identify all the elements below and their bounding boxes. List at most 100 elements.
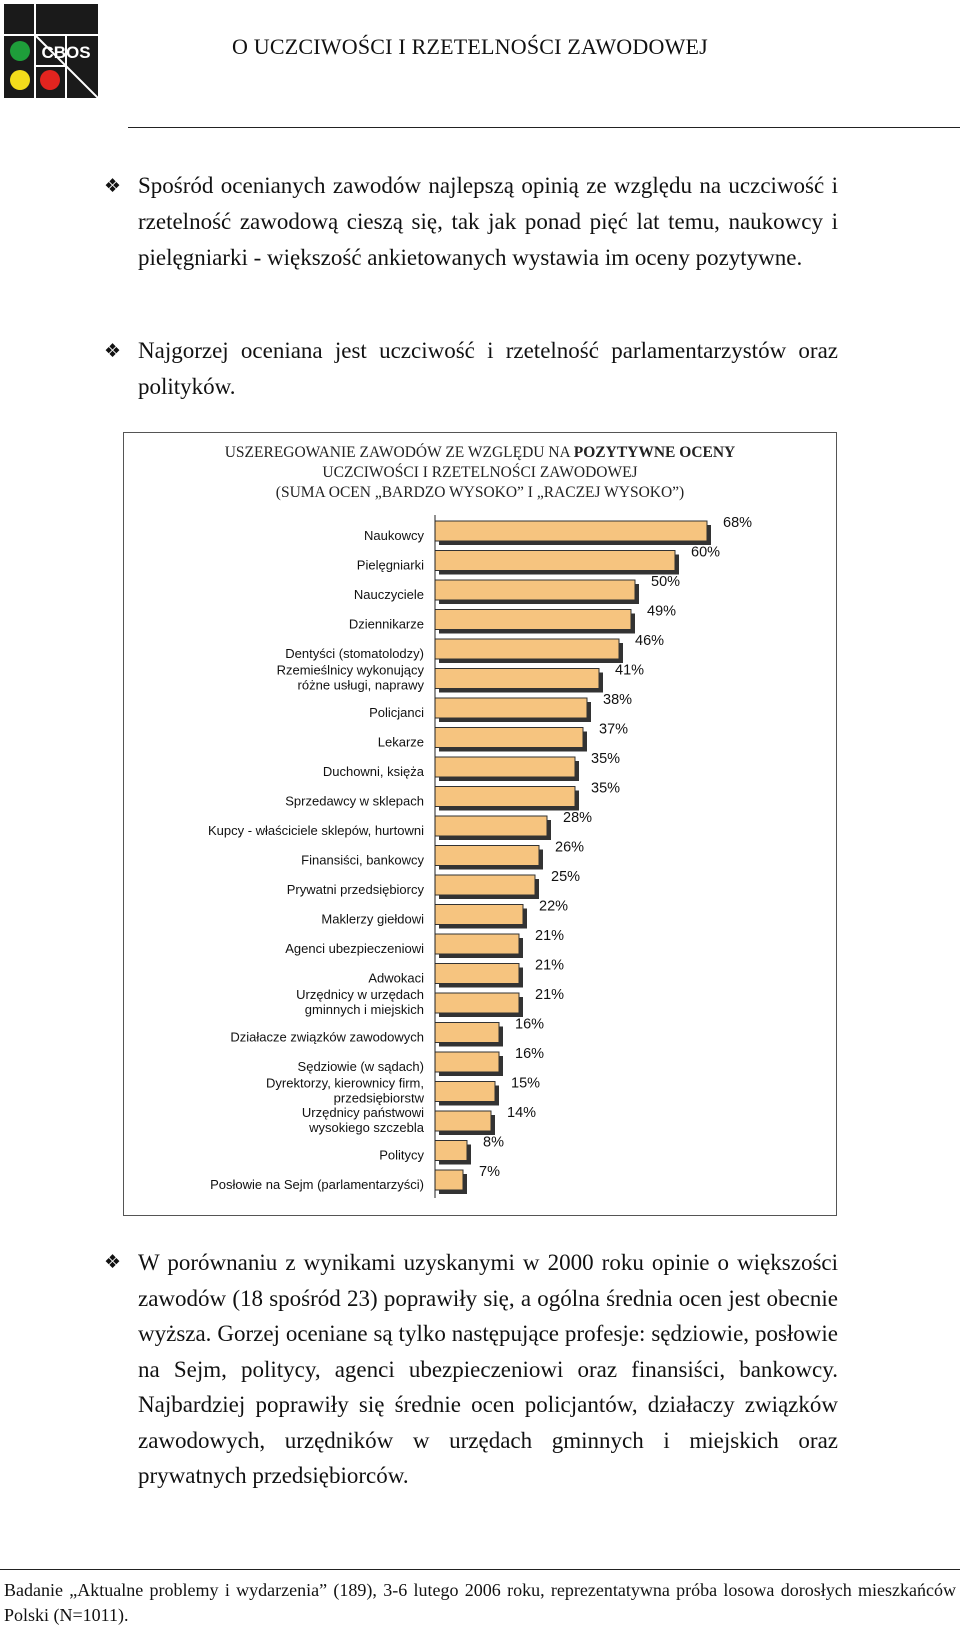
value-label: 41%: [615, 663, 644, 679]
value-label: 14%: [507, 1105, 536, 1121]
category-label: Duchowni, księża: [323, 764, 425, 779]
value-label: 50%: [651, 574, 680, 590]
category-label: Urzędnicy w urzędach gminnych i miejskich: [296, 987, 424, 1017]
category-label-line: Maklerzy giełdowi: [321, 912, 424, 927]
category-label: Rzemieślnicy wykonujący różne usługi, nap…: [277, 663, 425, 693]
bar: [434, 1081, 496, 1102]
category-label: Lekarze: [378, 735, 424, 750]
bar: [434, 845, 540, 866]
logo-yellow-dot: [10, 70, 30, 90]
category-label-line: Naukowcy: [364, 528, 424, 543]
category-label-line: Politycy: [379, 1148, 424, 1163]
logo-text: CBOS: [41, 43, 90, 62]
chart-title-line1: USZEREGOWANIE ZAWODÓW ZE WZGLĘDU NA: [224, 444, 574, 461]
value-label: 37%: [599, 722, 628, 738]
category-label-line: przedsiębiorstw: [334, 1091, 425, 1106]
value-label: 35%: [591, 751, 620, 767]
chart-frame: USZEREGOWANIE ZAWODÓW ZE WZGLĘDU NA POZY…: [123, 432, 837, 1216]
category-label: Finansiści, bankowcy: [301, 853, 424, 868]
category-label-line: Kupcy - właściciele sklepów, hurtowni: [208, 823, 424, 838]
value-label: 28%: [563, 810, 592, 826]
bar: [434, 550, 676, 571]
category-label-line: Posłowie na Sejm (parlamentarzyści): [210, 1177, 424, 1192]
bullet-paragraph-1: ❖ Spośród ocenianych zawodów najlepszą op…: [104, 168, 838, 276]
category-label: Sprzedawcy w sklepach: [285, 794, 424, 809]
value-label: 8%: [483, 1135, 504, 1151]
page-header-title: O UCZCIWOŚCI I RZETELNOŚCI ZAWODOWEJ: [232, 34, 708, 59]
category-label-line: Prywatni przedsiębiorcy: [287, 882, 425, 897]
bar: [434, 1110, 492, 1132]
footer-divider: [0, 1569, 960, 1570]
value-label: 22%: [539, 899, 568, 915]
category-label: Politycy: [379, 1148, 424, 1163]
category-label: Sędziowie (w sądach): [298, 1059, 424, 1074]
bar: [434, 815, 548, 837]
bar: [434, 638, 620, 660]
bar: [434, 1169, 464, 1191]
value-label: 49%: [647, 604, 676, 620]
value-label: 21%: [535, 987, 564, 1003]
category-label-line: Sprzedawcy w sklepach: [285, 794, 424, 809]
diamond-bullet-icon: ❖: [104, 175, 122, 197]
bar: [434, 697, 588, 719]
category-label: Policjanci: [369, 705, 424, 720]
bar: [434, 609, 632, 630]
footer-source-note: Badanie „Aktualne problemy i wydarzenia”…: [4, 1580, 956, 1625]
logo-green-dot: [10, 41, 30, 61]
category-label-line: Policjanci: [369, 705, 424, 720]
bullet-text-3: W porównaniu z wynikami uzyskanymi w 200…: [138, 1250, 838, 1488]
category-label-line: Agenci ubezpieczeniowi: [285, 941, 424, 956]
bullet-text-2: Najgorzej oceniana jest uczciwość i rzet…: [138, 338, 838, 399]
category-label: Dentyści (stomatolodzy): [285, 646, 424, 661]
category-label-line: Pielęgniarki: [357, 558, 424, 573]
value-label: 16%: [515, 1017, 544, 1033]
category-label: Naukowcy: [364, 528, 424, 543]
category-label-line: Adwokaci: [368, 971, 424, 986]
category-label-line: Dziennikarze: [349, 617, 424, 632]
value-label: 46%: [635, 633, 664, 649]
bar-chart: 68% Naukowcy 60% Pielęgniarki 50% Nauczyciele…: [208, 515, 752, 1198]
bar: [434, 1022, 500, 1043]
value-label: 7%: [479, 1164, 500, 1180]
bar: [434, 579, 636, 601]
bullet-paragraph-2: ❖ Najgorzej oceniana jest uczciwość i rze…: [104, 333, 838, 405]
diamond-bullet-icon: ❖: [104, 1251, 122, 1273]
bar: [434, 1140, 468, 1161]
bar: [434, 933, 520, 955]
bullet-paragraph-3: ❖ W porównaniu z wynikami uzyskanymi w 20…: [104, 1245, 838, 1494]
chart-title-bold: POZYTYWNE OCENY: [573, 444, 736, 461]
bar: [434, 904, 524, 925]
category-label-line: Dyrektorzy, kierownicy firm,: [266, 1076, 424, 1091]
cbos-logo: CBOS: [4, 4, 98, 98]
category-label: Kupcy - właściciele sklepów, hurtowni: [208, 823, 424, 838]
value-label: 21%: [535, 928, 564, 944]
category-label-line: Nauczyciele: [354, 587, 424, 602]
category-label-line: Duchowni, księża: [323, 764, 425, 779]
bar: [434, 992, 520, 1014]
category-label-line: Finansiści, bankowcy: [301, 853, 424, 868]
category-label: Dziennikarze: [349, 617, 424, 632]
value-label: 38%: [603, 692, 632, 708]
value-label: 68%: [723, 515, 752, 531]
bar: [434, 668, 600, 689]
category-label: Prywatni przedsiębiorcy: [287, 882, 425, 897]
value-label: 16%: [515, 1046, 544, 1062]
category-label-line: Działacze związków zawodowych: [230, 1030, 424, 1045]
category-label-line: Urzędnicy w urzędach: [296, 987, 424, 1002]
category-label: Adwokaci: [368, 971, 424, 986]
category-label-line: gminnych i miejskich: [305, 1002, 424, 1017]
category-label-line: Sędziowie (w sądach): [298, 1059, 424, 1074]
category-label-line: Urzędnicy państwowi: [302, 1105, 424, 1120]
category-label-line: różne usługi, naprawy: [298, 678, 425, 693]
bar: [434, 786, 576, 807]
value-label: 26%: [555, 840, 584, 856]
category-label: Posłowie na Sejm (parlamentarzyści): [210, 1177, 424, 1192]
category-label-line: Rzemieślnicy wykonujący: [277, 663, 425, 678]
chart-title: USZEREGOWANIE ZAWODÓW ZE WZGLĘDU NA POZY…: [124, 443, 836, 503]
bar: [434, 874, 536, 896]
bar: [434, 520, 708, 542]
category-label: Dyrektorzy, kierownicy firm, przedsiębior…: [266, 1076, 425, 1106]
value-label: 25%: [551, 869, 580, 885]
logo-red-dot: [40, 70, 60, 90]
chart-title-line3: (SUMA OCEN „BARDZO WYSOKO” I „RACZEJ WYS…: [275, 484, 685, 501]
